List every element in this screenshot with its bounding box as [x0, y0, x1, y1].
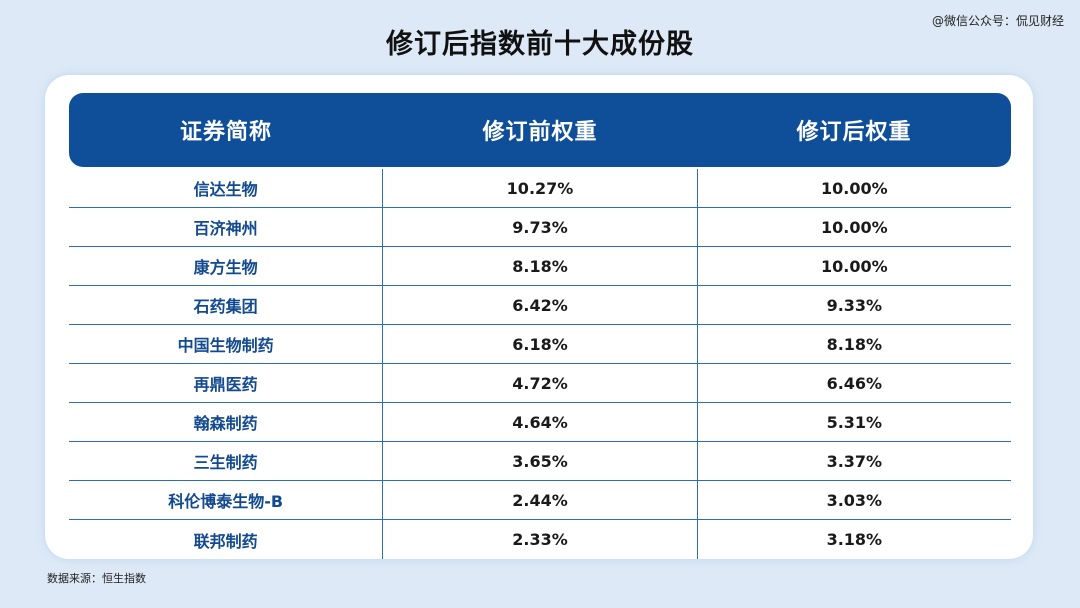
weight-before-cell: 4.64% [382, 403, 696, 441]
weight-after-cell: 5.31% [696, 403, 1011, 441]
page-title: 修订后指数前十大成份股 [386, 29, 694, 60]
weight-before-cell: 9.73% [382, 208, 696, 246]
weight-before-cell: 10.27% [382, 169, 696, 207]
column-header: 修订后权重 [796, 120, 912, 145]
weight-after-cell: 3.03% [696, 481, 1011, 519]
weight-before-cell: 2.33% [382, 520, 696, 559]
table-row: 石药集团 6.42% 9.33% [69, 286, 1011, 325]
weight-after-cell: 8.18% [696, 325, 1011, 363]
stock-name-cell: 翰森制药 [193, 414, 258, 433]
column-header: 修订前权重 [482, 120, 598, 145]
stock-name-cell: 信达生物 [193, 180, 258, 199]
table-row: 三生制药 3.65% 3.37% [69, 442, 1011, 481]
stock-name-cell: 科伦博泰生物-B [168, 492, 284, 511]
stock-name-cell: 石药集团 [193, 297, 258, 316]
table-row: 康方生物 8.18% 10.00% [69, 247, 1011, 286]
weight-after-cell: 3.37% [696, 442, 1011, 480]
weight-before-cell: 6.18% [382, 325, 696, 363]
watermark: @微信公众号：侃见财经 [931, 14, 1064, 28]
weight-after-cell: 3.18% [696, 520, 1011, 559]
weight-after-cell: 10.00% [696, 169, 1011, 207]
table-row: 再鼎医药 4.72% 6.46% [69, 364, 1011, 403]
weight-before-cell: 8.18% [382, 247, 696, 285]
weight-before-cell: 2.44% [382, 481, 696, 519]
stock-name-cell: 三生制药 [193, 453, 258, 472]
table-row: 中国生物制药 6.18% 8.18% [69, 325, 1011, 364]
weight-after-cell: 10.00% [696, 208, 1011, 246]
table-row: 百济神州 9.73% 10.00% [69, 208, 1011, 247]
weight-before-cell: 3.65% [382, 442, 696, 480]
column-header: 证券简称 [179, 120, 272, 145]
table-row: 联邦制药 2.33% 3.18% [69, 520, 1011, 559]
stock-name-cell: 中国生物制药 [177, 336, 274, 355]
table-body: 信达生物 10.27% 10.00% 百济神州 9.73% 10.00% 康方生… [69, 169, 1011, 559]
table-row: 翰森制药 4.64% 5.31% [69, 403, 1011, 442]
table-row: 信达生物 10.27% 10.00% [69, 169, 1011, 208]
weight-after-cell: 10.00% [696, 247, 1011, 285]
stock-name-cell: 再鼎医药 [193, 375, 258, 394]
weight-after-cell: 6.46% [696, 364, 1011, 402]
stock-name-cell: 康方生物 [193, 258, 258, 277]
table-header: 证券简称 修订前权重 修订后权重 [69, 93, 1011, 167]
weight-before-cell: 4.72% [382, 364, 696, 402]
weight-after-cell: 9.33% [696, 286, 1011, 324]
weight-before-cell: 6.42% [382, 286, 696, 324]
data-source-note: 数据来源：恒生指数 [47, 572, 146, 585]
stock-name-cell: 百济神州 [193, 219, 258, 238]
stock-name-cell: 联邦制药 [193, 531, 258, 551]
table-row: 科伦博泰生物-B 2.44% 3.03% [69, 481, 1011, 520]
